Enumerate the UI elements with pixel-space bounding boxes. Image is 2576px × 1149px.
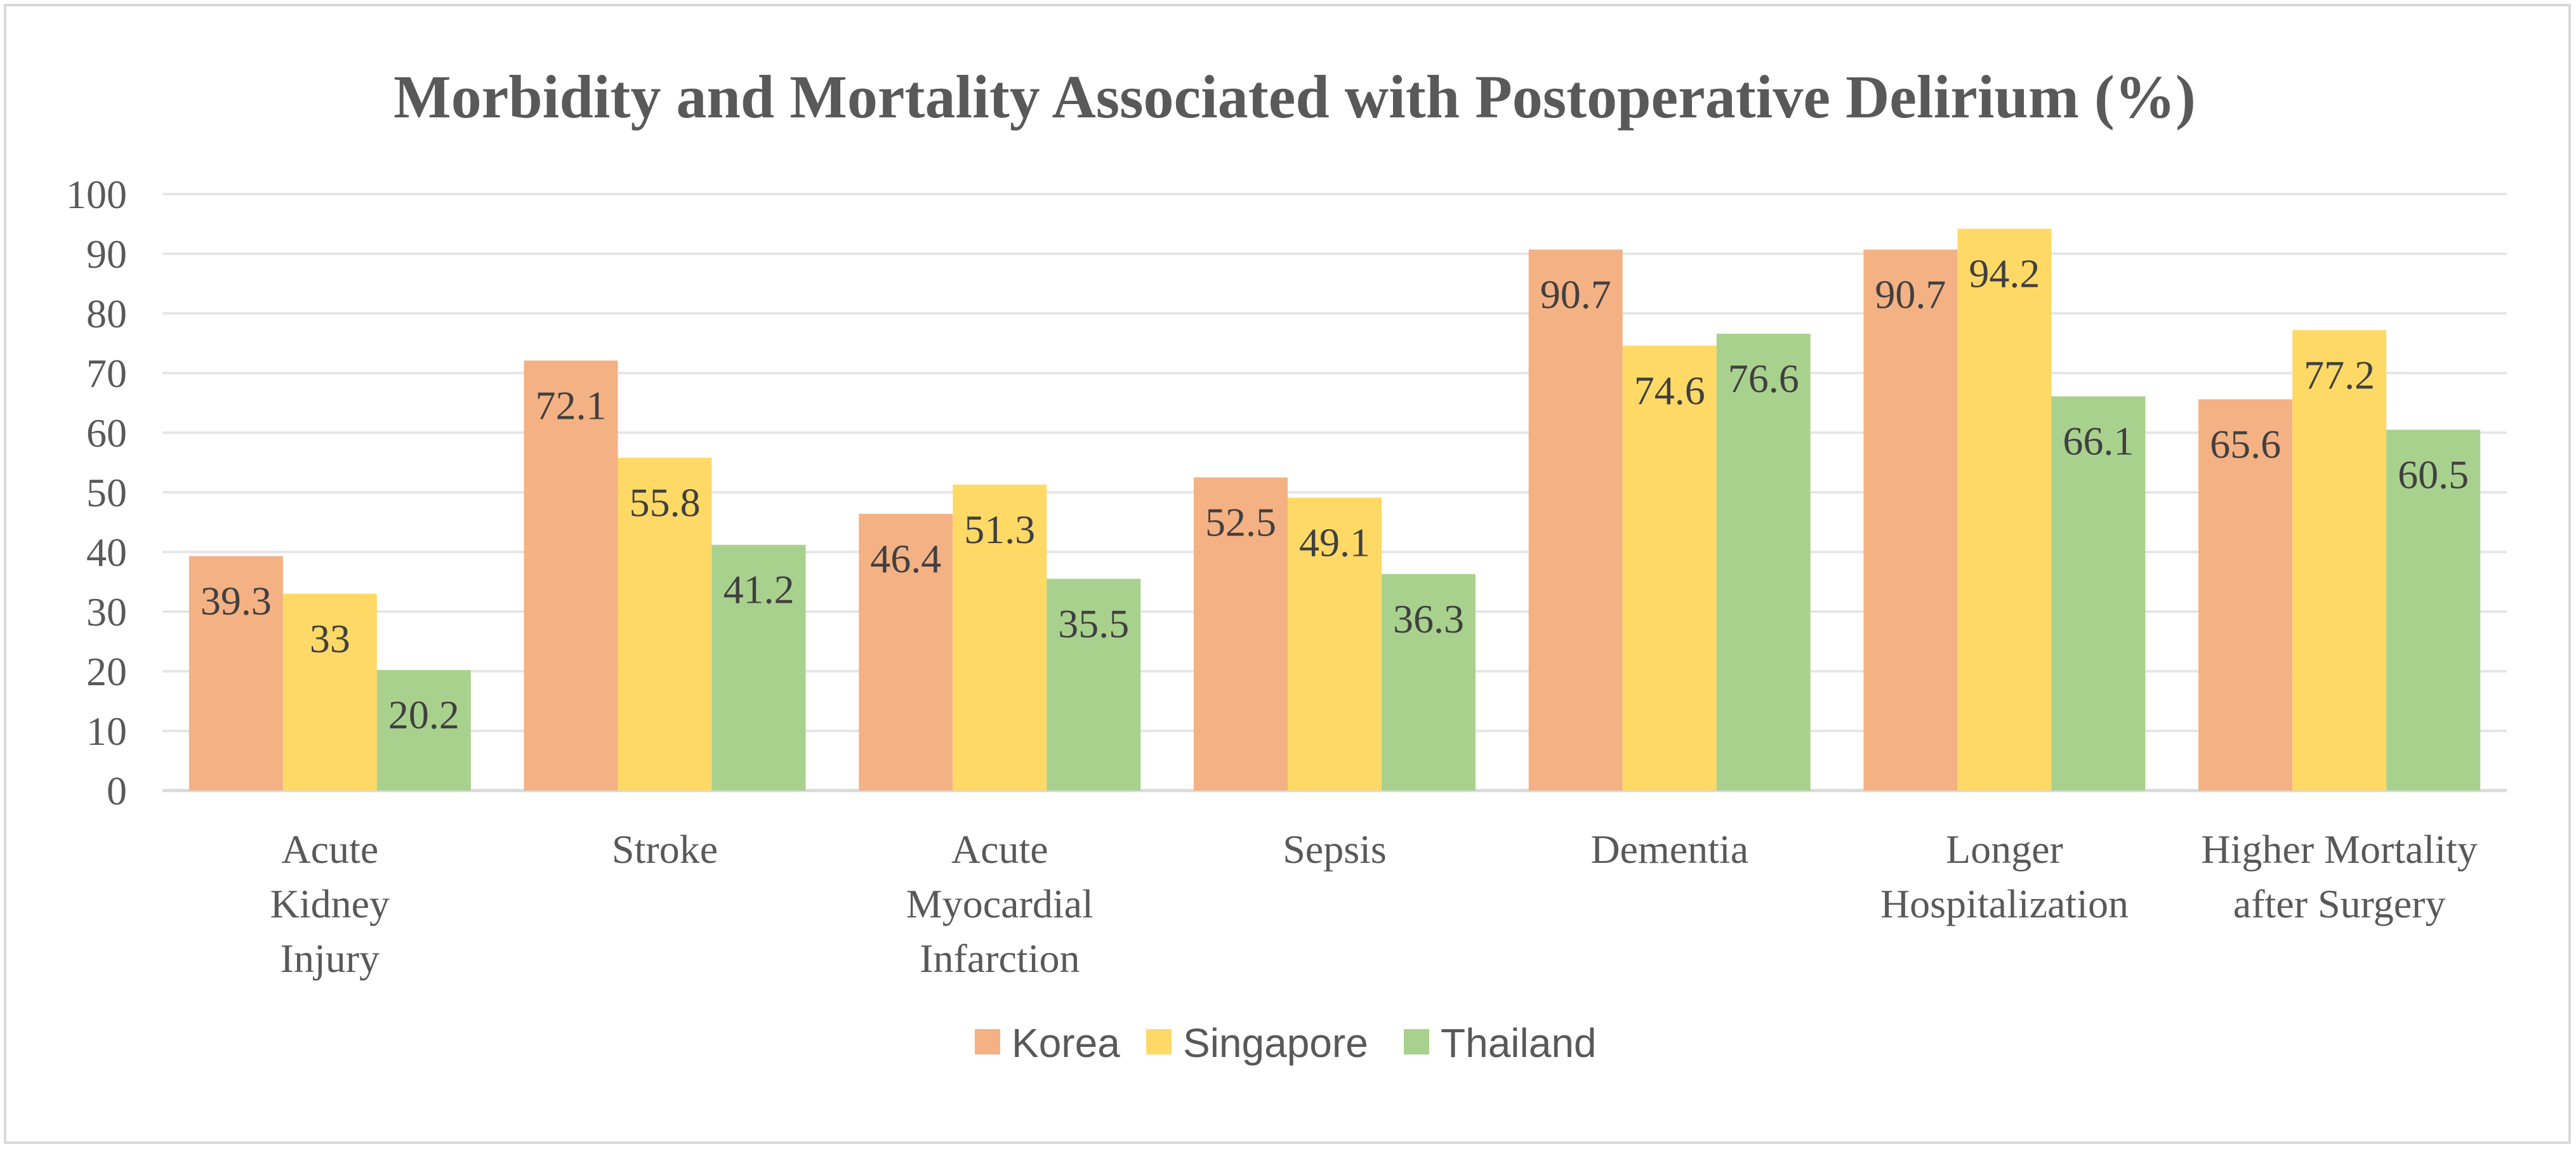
y-tick-label: 100 — [66, 172, 127, 217]
y-tick-label: 50 — [86, 470, 127, 515]
data-label: 46.4 — [870, 536, 941, 581]
bar-singapore — [953, 484, 1047, 791]
bar-singapore — [282, 593, 377, 791]
data-label: 35.5 — [1058, 601, 1129, 646]
x-tick-label: Injury — [281, 936, 380, 981]
y-tick-label: 20 — [86, 649, 127, 694]
bar-korea — [2198, 399, 2293, 791]
bar-korea — [188, 556, 283, 791]
data-label: 39.3 — [201, 579, 272, 624]
y-tick-label: 40 — [86, 530, 127, 575]
bar-singapore — [1957, 228, 2052, 791]
bar-thailand — [1047, 579, 1141, 791]
data-label: 76.6 — [1728, 356, 1799, 401]
y-tick-label: 60 — [86, 410, 127, 456]
data-label: 77.2 — [2304, 352, 2375, 397]
legend-swatch-thailand — [1404, 1029, 1429, 1054]
x-tick-label: Myocardial — [906, 881, 1093, 926]
bar-korea — [1528, 249, 1623, 791]
legend-swatch-korea — [975, 1029, 1000, 1054]
chart-title: Morbidity and Mortality Associated with … — [393, 63, 2196, 131]
x-axis: Acute Kidney Injury Stroke Acute Myocardial In… — [270, 827, 2478, 981]
x-tick-label: Stroke — [612, 827, 718, 872]
data-label: 72.1 — [536, 383, 607, 428]
bar-thailand — [711, 544, 806, 791]
data-label: 49.1 — [1299, 520, 1370, 565]
y-tick-label: 80 — [86, 291, 127, 336]
x-tick-label: Dementia — [1590, 827, 1748, 872]
bar-korea — [1863, 249, 1958, 791]
data-label: 65.6 — [2210, 421, 2281, 466]
x-tick-label: Acute — [281, 827, 378, 872]
x-tick-label: Acute — [951, 827, 1048, 872]
bar-thailand — [2051, 396, 2146, 791]
x-tick-label: Longer — [1946, 827, 2063, 872]
legend-label-singapore: Singapore — [1183, 1020, 1368, 1066]
data-label: 74.6 — [1634, 368, 1705, 413]
y-tick-label: 90 — [86, 232, 127, 277]
data-label: 36.3 — [1393, 596, 1464, 641]
data-label: 41.2 — [723, 567, 795, 612]
y-tick-label: 10 — [86, 709, 127, 754]
y-tick-label: 30 — [86, 589, 127, 634]
legend-label-thailand: Thailand — [1441, 1020, 1597, 1066]
legend: Korea Singapore Thailand — [975, 1020, 1597, 1066]
bar-korea — [1194, 477, 1288, 791]
bar-singapore — [1288, 497, 1382, 791]
data-label: 20.2 — [388, 692, 459, 737]
data-label: 90.7 — [1540, 272, 1611, 317]
bar-thailand — [1382, 574, 1476, 791]
data-label: 60.5 — [2398, 452, 2469, 497]
x-tick-label: Sepsis — [1283, 827, 1387, 872]
data-label: 55.8 — [630, 480, 701, 525]
y-tick-label: 70 — [86, 351, 127, 396]
x-tick-label: after Surgery — [2233, 881, 2446, 926]
bar-korea — [524, 360, 618, 791]
bar-singapore — [1622, 345, 1717, 791]
data-label: 51.3 — [964, 507, 1035, 552]
bars — [188, 228, 2481, 791]
legend-swatch-singapore — [1146, 1029, 1172, 1054]
x-tick-label: Kidney — [270, 881, 390, 926]
bar-thailand — [2386, 430, 2481, 791]
data-labels: 39.3 33 20.2 72.1 55.8 41.2 46.4 51.3 35.5 52.5 49… — [201, 251, 2469, 738]
x-tick-label: Infarction — [920, 936, 1080, 981]
x-tick-label: Higher Mortality — [2201, 827, 2477, 872]
bar-thailand — [376, 670, 471, 791]
data-label: 66.1 — [2063, 419, 2134, 464]
bar-thailand — [1716, 333, 1811, 791]
legend-label-korea: Korea — [1012, 1020, 1120, 1066]
x-tick-label: Hospitalization — [1880, 881, 2129, 926]
y-tick-label: 0 — [107, 768, 127, 813]
data-label: 94.2 — [1969, 251, 2040, 296]
data-label: 52.5 — [1205, 500, 1276, 545]
data-label: 90.7 — [1875, 272, 1946, 317]
bar-singapore — [2292, 330, 2387, 791]
bar-singapore — [618, 457, 712, 791]
data-label: 33 — [310, 616, 350, 661]
bar-korea — [859, 513, 953, 791]
